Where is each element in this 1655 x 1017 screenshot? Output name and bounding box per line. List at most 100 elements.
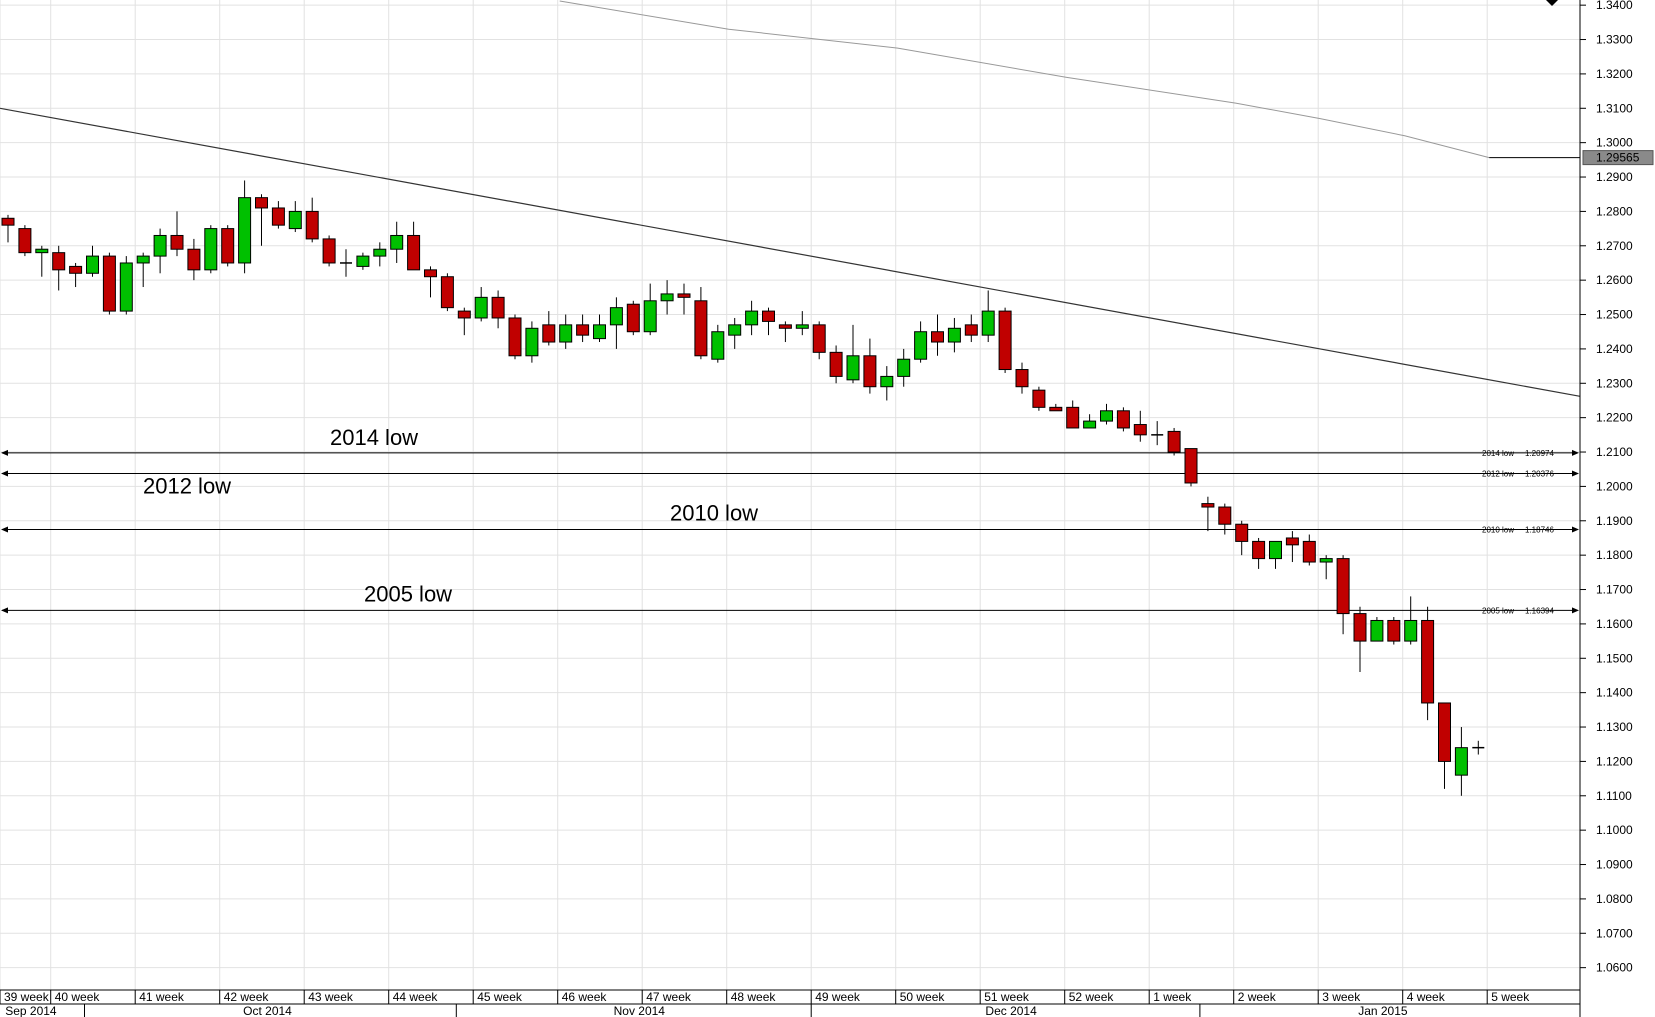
candle-body-down: [1015, 369, 1029, 388]
candle-body-up: [981, 310, 995, 336]
candle-body-down: [626, 303, 640, 333]
level-arrow-left: [1, 526, 8, 533]
moving-average-value-box: [1582, 150, 1654, 166]
candle-body-down: [1387, 619, 1401, 642]
candle: [305, 197, 319, 243]
candle: [812, 321, 826, 360]
candle: [1201, 496, 1215, 532]
candle: [1083, 414, 1097, 429]
level-value: 1.20974: [1525, 449, 1554, 458]
candle: [576, 314, 590, 343]
candle: [508, 314, 522, 360]
candle-body-up: [559, 324, 573, 343]
candle: [1066, 400, 1080, 429]
candle: [86, 245, 99, 277]
candle-body-up: [745, 310, 759, 326]
candle-body-up: [1454, 747, 1468, 776]
candle: [424, 266, 437, 298]
candle: [1336, 555, 1350, 635]
candle: [829, 345, 843, 384]
candle-body-down: [407, 234, 421, 271]
week-label: 49 week: [815, 990, 861, 1004]
candle-body-down: [305, 210, 319, 240]
level-label: 2005 low: [364, 581, 452, 606]
candle-body-up: [846, 355, 860, 381]
y-tick-label: 1.1800: [1596, 548, 1633, 562]
y-tick-label: 1.3000: [1596, 136, 1633, 150]
level-arrow-left: [1, 449, 8, 456]
candle-body-up: [86, 255, 99, 274]
candle-body-down: [1285, 537, 1299, 546]
candle: [880, 366, 894, 401]
candle: [69, 262, 83, 288]
level-value: 1.16394: [1525, 606, 1554, 615]
candle: [35, 245, 49, 277]
candle-body-up: [728, 324, 742, 336]
level-label: 2012 low: [143, 473, 231, 498]
candle-body-down: [1302, 540, 1316, 563]
candle-body-down: [18, 228, 32, 254]
level-arrow-right: [1572, 607, 1579, 614]
candle: [1, 214, 15, 243]
moving-average-value: 1.29565: [1596, 151, 1640, 165]
y-tick-label: 1.0700: [1596, 926, 1633, 940]
candle-body-up: [880, 375, 894, 388]
y-tick-label: 1.2200: [1596, 411, 1633, 425]
candle-body-up: [609, 307, 623, 326]
y-tick-label: 1.2600: [1596, 273, 1633, 287]
y-tick-label: 1.2800: [1596, 204, 1633, 218]
candle-body-up: [1269, 540, 1282, 560]
level-tag: 2014 low: [1482, 449, 1514, 458]
week-label: 4 week: [1407, 990, 1446, 1004]
candle-body-down: [829, 351, 843, 377]
candle-body-down: [1167, 430, 1181, 453]
candle-body-up: [35, 248, 49, 254]
candle: [407, 221, 421, 271]
candles-layer: [1, 180, 1485, 796]
candle-body-down: [1218, 506, 1232, 525]
y-tick-label: 1.1300: [1596, 720, 1633, 734]
candle-body-up: [711, 331, 725, 360]
candle-body-up: [525, 327, 539, 357]
candle: [1472, 740, 1485, 755]
y-tick-label: 1.2000: [1596, 479, 1633, 493]
level-arrow-right: [1572, 526, 1579, 533]
candle-body-up: [795, 324, 809, 329]
moving-average-line: [559, 0, 1490, 159]
y-tick-label: 1.0800: [1596, 892, 1633, 906]
candle: [1235, 520, 1249, 556]
y-tick-label: 1.2500: [1596, 308, 1633, 322]
candle-body-up: [136, 255, 150, 264]
candle: [1438, 702, 1451, 789]
month-label: Nov 2014: [614, 1004, 666, 1017]
level-label: 2010 low: [670, 501, 758, 526]
candle-body-down: [52, 252, 66, 271]
candle: [745, 300, 759, 336]
candle-body-up: [1319, 558, 1333, 563]
week-label: 44 week: [393, 990, 439, 1004]
candle: [728, 317, 742, 349]
week-label: 45 week: [477, 990, 523, 1004]
candle: [643, 283, 657, 336]
grid-lines: [0, 0, 1580, 990]
candle: [204, 225, 218, 274]
candle-body-down: [1353, 613, 1367, 642]
candle-body-down: [1133, 424, 1147, 436]
candle: [102, 252, 116, 315]
candle-body-up: [153, 234, 167, 257]
candle-body-down: [221, 228, 235, 264]
candle: [1218, 503, 1232, 535]
candle-body-down: [1116, 410, 1130, 429]
candle: [153, 228, 167, 274]
candle-body-down: [1066, 406, 1080, 429]
candle: [677, 283, 691, 315]
candle-body-up: [1404, 619, 1418, 642]
level-value: 1.18746: [1525, 526, 1554, 535]
candle: [1100, 403, 1113, 425]
candle: [711, 324, 725, 363]
candle: [440, 273, 454, 312]
candle-body-down: [694, 300, 708, 357]
candle-body-down: [170, 234, 184, 250]
week-label: 51 week: [984, 990, 1030, 1004]
y-tick-label: 1.1400: [1596, 686, 1633, 700]
